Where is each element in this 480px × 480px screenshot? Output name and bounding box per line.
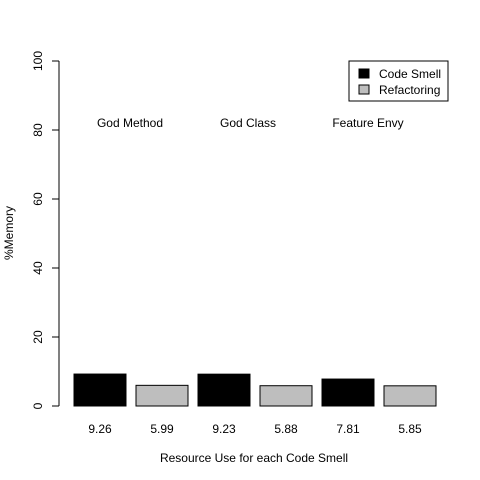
legend-label-code-smell: Code Smell	[379, 67, 441, 81]
y-tick-label: 20	[31, 330, 45, 344]
bar-feature-envy-code-smell	[321, 378, 375, 407]
bar-god-method-refactoring	[135, 384, 189, 407]
value-label: 5.99	[150, 422, 174, 436]
x-axis-label: Resource Use for each Code Smell	[160, 451, 348, 465]
y-tick-label: 80	[31, 123, 45, 137]
group-label-god-class: God Class	[220, 116, 276, 130]
legend-swatch-code-smell	[358, 68, 370, 79]
group-labels: God Method God Class Feature Envy	[97, 116, 404, 130]
value-label: 9.26	[88, 422, 112, 436]
bar-god-class-refactoring	[259, 385, 313, 407]
legend-swatch-refactoring	[358, 84, 370, 95]
bar-god-class-code-smell	[197, 373, 251, 407]
value-label: 5.85	[398, 422, 422, 436]
y-tick-label: 60	[31, 192, 45, 206]
y-axis-ticks: 0 20 40 60 80 100	[31, 51, 59, 409]
bar-feature-envy-refactoring	[383, 385, 437, 407]
y-tick-label: 100	[31, 51, 45, 71]
y-axis-label: %Memory	[2, 206, 16, 260]
y-tick-label: 40	[31, 261, 45, 275]
group-label-god-method: God Method	[97, 116, 163, 130]
bar-god-method-code-smell	[73, 373, 127, 407]
value-label: 7.81	[336, 422, 360, 436]
group-label-feature-envy: Feature Envy	[332, 116, 403, 130]
y-tick-label: 0	[31, 402, 45, 409]
bars	[73, 373, 437, 407]
value-labels: 9.26 5.99 9.23 5.88 7.81 5.85	[88, 422, 422, 436]
value-label: 5.88	[274, 422, 298, 436]
value-label: 9.23	[212, 422, 236, 436]
legend-label-refactoring: Refactoring	[379, 83, 440, 97]
legend: Code Smell Refactoring	[348, 60, 449, 102]
